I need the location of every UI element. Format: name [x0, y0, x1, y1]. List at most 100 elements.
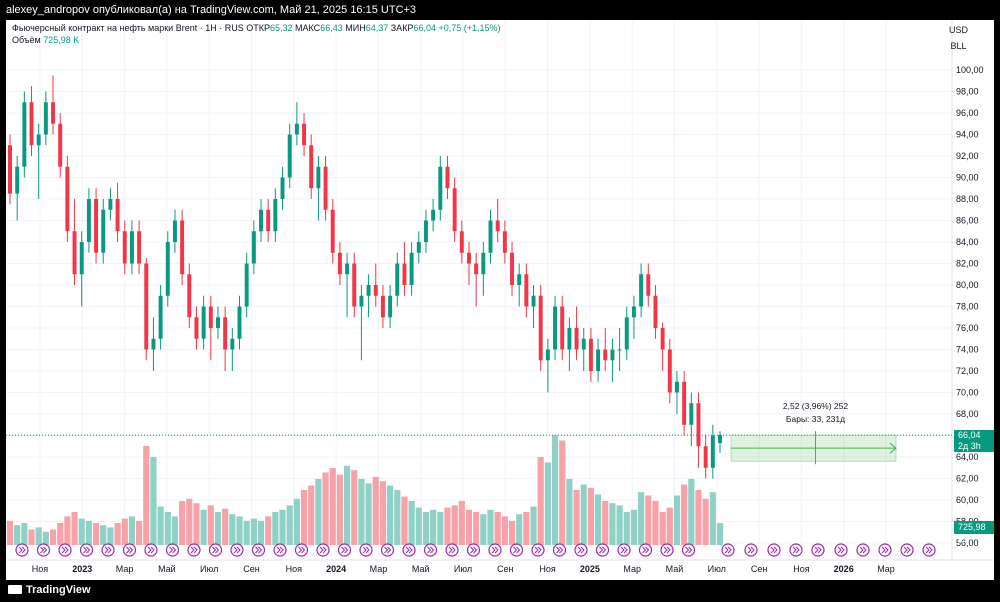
candle-body[interactable] [710, 435, 715, 468]
candle-body[interactable] [115, 199, 120, 232]
candle-body[interactable] [101, 209, 106, 253]
candle-body[interactable] [129, 231, 134, 264]
candle-body[interactable] [302, 123, 307, 146]
candle-body[interactable] [172, 220, 177, 243]
candle-body[interactable] [696, 403, 701, 447]
candle-body[interactable] [524, 274, 529, 307]
candle-body[interactable] [79, 242, 84, 275]
tradingview-brand[interactable]: TradingView [8, 584, 91, 596]
candle-body[interactable] [438, 166, 443, 210]
candle-body[interactable] [402, 263, 407, 286]
candle-body[interactable] [603, 349, 608, 361]
candle-body[interactable] [230, 338, 235, 350]
candle-body[interactable] [15, 166, 20, 194]
candle-body[interactable] [553, 306, 558, 350]
candle-body[interactable] [567, 328, 572, 350]
candle-body[interactable] [423, 220, 428, 243]
candle-body[interactable] [144, 263, 149, 350]
candle-body[interactable] [560, 306, 565, 350]
candle-body[interactable] [237, 306, 242, 339]
candle-body[interactable] [373, 285, 378, 296]
candle-body[interactable] [108, 199, 113, 210]
candle-body[interactable] [445, 166, 450, 189]
candle-body[interactable] [323, 166, 328, 210]
candle-body[interactable] [388, 295, 393, 318]
chart-panel[interactable]: 100,00 98,00 96,00 94,00 92,00 90,00 88,00 86,0… [6, 20, 994, 580]
candle-body[interactable] [208, 306, 213, 329]
candle-body[interactable] [223, 317, 228, 350]
candle-body[interactable] [674, 381, 679, 393]
candle-body[interactable] [667, 349, 672, 393]
candle-body[interactable] [682, 381, 687, 425]
candle-body[interactable] [502, 231, 507, 253]
candle-body[interactable] [352, 263, 357, 307]
candle-body[interactable] [29, 102, 34, 146]
candle-body[interactable] [689, 403, 694, 425]
candle-body[interactable] [718, 435, 722, 444]
candle-body[interactable] [545, 349, 550, 361]
candle-body[interactable] [316, 166, 321, 189]
candle-body[interactable] [280, 177, 285, 200]
candle-body[interactable] [158, 295, 163, 339]
candle-body[interactable] [251, 231, 256, 264]
candle-body[interactable] [359, 295, 364, 307]
candle-body[interactable] [588, 338, 593, 371]
candle-body[interactable] [330, 209, 335, 253]
candle-body[interactable] [187, 274, 192, 318]
candle-body[interactable] [86, 199, 91, 242]
candle-body[interactable] [617, 349, 622, 351]
candle-body[interactable] [639, 274, 644, 307]
candle-body[interactable] [624, 317, 629, 350]
candle-body[interactable] [574, 328, 579, 350]
candle-body[interactable] [610, 349, 615, 361]
candle-body[interactable] [517, 274, 522, 285]
candle-body[interactable] [653, 295, 658, 328]
candle-body[interactable] [596, 349, 601, 372]
candle-body[interactable] [151, 338, 156, 350]
candle-body[interactable] [43, 102, 48, 135]
candle-body[interactable] [416, 242, 421, 253]
candle-body[interactable] [646, 274, 651, 296]
candle-body[interactable] [287, 134, 292, 178]
candle-body[interactable] [259, 209, 263, 232]
candle-body[interactable] [165, 242, 170, 296]
candle-body[interactable] [459, 231, 464, 253]
candle-body[interactable] [309, 145, 314, 189]
candle-body[interactable] [65, 166, 70, 232]
candle-body[interactable] [273, 199, 278, 232]
candle-body[interactable] [194, 317, 199, 339]
candle-body[interactable] [510, 252, 514, 285]
candle-body[interactable] [395, 263, 400, 296]
candle-body[interactable] [266, 209, 271, 232]
candle-body[interactable] [481, 252, 486, 275]
candle-body[interactable] [51, 102, 56, 124]
price-chart[interactable]: 100,00 98,00 96,00 94,00 92,00 90,00 88,00 86,0… [6, 20, 994, 580]
candle-body[interactable] [495, 220, 500, 232]
candle-body[interactable] [538, 295, 543, 361]
candle-body[interactable] [122, 231, 127, 264]
candle-body[interactable] [531, 295, 536, 307]
candle-body[interactable] [660, 328, 665, 350]
candle-body[interactable] [216, 317, 220, 328]
candle-body[interactable] [631, 306, 636, 318]
candle-body[interactable] [703, 446, 708, 468]
candle-body[interactable] [36, 134, 41, 146]
candle-body[interactable] [366, 285, 371, 296]
candle-body[interactable] [294, 123, 299, 135]
candle-body[interactable] [409, 252, 414, 285]
candle-body[interactable] [8, 145, 12, 194]
candle-body[interactable] [58, 123, 63, 167]
candle-body[interactable] [22, 102, 27, 167]
candle-body[interactable] [581, 338, 586, 350]
candle-body[interactable] [180, 220, 185, 275]
axis-unit-box[interactable]: USD BLL [949, 22, 968, 54]
candle-body[interactable] [72, 231, 77, 275]
candle-body[interactable] [201, 306, 206, 339]
candle-body[interactable] [337, 252, 342, 275]
candle-body[interactable] [431, 209, 436, 221]
candle-body[interactable] [474, 263, 479, 275]
candle-body[interactable] [345, 263, 350, 275]
candle-body[interactable] [380, 295, 385, 318]
candle-body[interactable] [452, 188, 457, 232]
candle-body[interactable] [488, 220, 493, 253]
